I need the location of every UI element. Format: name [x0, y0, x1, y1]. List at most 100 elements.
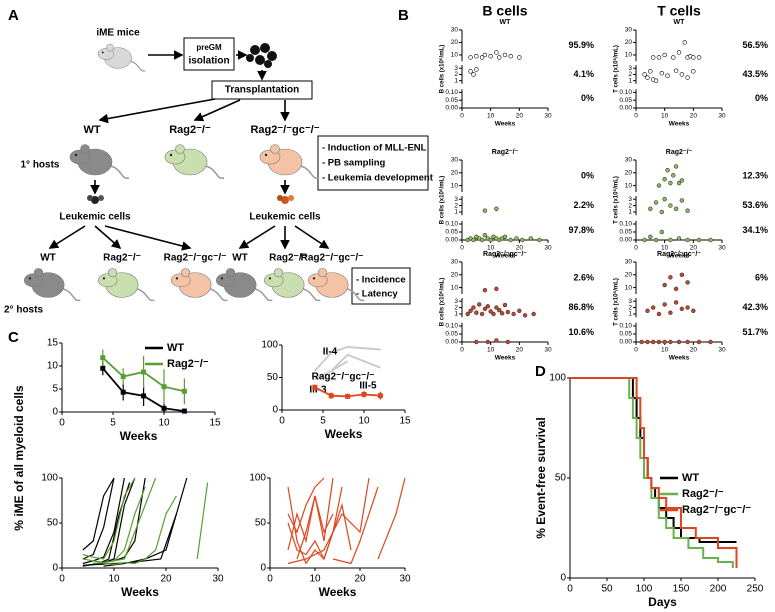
- data-point: [671, 55, 676, 60]
- y-tick-label: 10: [625, 284, 633, 291]
- y-tick-label: 30: [451, 259, 459, 266]
- x-tick-label: 0: [567, 584, 573, 595]
- data-point: [482, 233, 488, 238]
- y-tick-label: 50: [267, 372, 279, 383]
- chart-title: Rag2⁻/⁻: [492, 149, 519, 156]
- host-label: WT: [40, 253, 56, 264]
- data-point: [685, 305, 690, 310]
- data-point: [488, 54, 493, 59]
- data-point: [508, 54, 513, 59]
- panel-label: B: [398, 7, 409, 24]
- data-point: [120, 374, 126, 380]
- data-point: [691, 69, 696, 74]
- data-point: [676, 339, 682, 345]
- y-tick-label: 3: [454, 298, 458, 305]
- data-point: [645, 75, 650, 80]
- data-point: [668, 180, 673, 186]
- readout-label: - Incidence: [356, 275, 406, 286]
- data-point: [645, 308, 650, 313]
- data-point: [361, 391, 367, 397]
- data-point: [499, 311, 505, 316]
- y-tick-label: 3: [454, 65, 458, 72]
- data-point: [522, 313, 528, 318]
- x-tick-label: 20: [516, 347, 524, 354]
- y-tick-label: 0.00: [619, 105, 632, 112]
- x-axis-label: Weeks: [495, 253, 516, 260]
- y-tick-label: 0: [260, 563, 266, 574]
- data-point: [662, 282, 667, 288]
- y-axis-label: T cells (x10⁶/mL): [614, 278, 620, 326]
- legend-label: WT: [167, 342, 184, 354]
- x-tick-label: 0: [279, 416, 285, 427]
- mouse-icon: [164, 144, 225, 179]
- y-tick-label: 0.10: [619, 221, 632, 228]
- data-point: [494, 338, 499, 343]
- host-label: WT: [232, 253, 248, 264]
- data-point: [482, 306, 488, 312]
- y-tick-label: 30: [451, 27, 459, 34]
- transplantation-label: Transplantation: [225, 85, 299, 96]
- mouse-icon: [97, 268, 155, 302]
- data-point: [673, 206, 679, 212]
- data-point: [676, 236, 682, 241]
- data-point: [537, 237, 542, 243]
- data-point: [100, 355, 106, 361]
- y-axis-label: B cells (x10⁶/mL): [440, 45, 446, 93]
- data-point: [497, 307, 502, 313]
- data-point: [519, 237, 525, 243]
- x-tick-label: 30: [399, 574, 411, 585]
- data-point: [708, 339, 713, 345]
- data-point: [668, 275, 673, 280]
- y-tick-label: 50: [555, 473, 567, 484]
- data-point: [648, 69, 653, 74]
- y-tick-label: 10: [451, 182, 459, 189]
- x-tick-label: 0: [460, 245, 464, 252]
- y-axis-label: % Event-free survival: [534, 417, 548, 538]
- series-line: [296, 477, 334, 560]
- percentage-annotation: 10.6%: [568, 327, 594, 337]
- y-tick-label: 2: [628, 202, 632, 209]
- data-point: [100, 365, 106, 371]
- percentage-annotation: 2.2%: [573, 200, 594, 210]
- percentage-annotation: 0%: [755, 93, 768, 103]
- x-tick-label: 20: [516, 245, 524, 252]
- x-tick-label: 5: [320, 416, 326, 427]
- data-point: [345, 393, 351, 399]
- y-tick-label: 10: [451, 52, 459, 59]
- data-point: [477, 302, 482, 307]
- column-header: B cells: [482, 3, 527, 19]
- series-line: [305, 502, 352, 564]
- data-point: [668, 237, 673, 243]
- data-point: [505, 339, 511, 345]
- y-tick-label: 0.10: [619, 323, 632, 330]
- x-axis-label: Weeks: [120, 429, 158, 443]
- data-point: [673, 286, 679, 292]
- x-tick-label: 20: [690, 245, 698, 252]
- data-point: [474, 339, 479, 345]
- percentage-annotation: 6%: [755, 272, 768, 282]
- data-point: [508, 237, 513, 243]
- x-axis-label: Weeks: [495, 355, 516, 362]
- y-tick-label: 0.05: [445, 97, 458, 104]
- data-point: [471, 237, 476, 243]
- percentage-annotation: 0%: [581, 170, 594, 180]
- y-tick-label: 20: [451, 170, 459, 177]
- data-point: [659, 229, 664, 235]
- data-point: [494, 305, 499, 310]
- y-axis-label: B cells (x10⁶/mL): [440, 176, 446, 224]
- y-tick-label: 2: [628, 304, 632, 311]
- mouse-icon: [259, 144, 320, 179]
- y-tick-label: 15: [47, 338, 59, 349]
- y-tick-label: 10: [625, 52, 633, 59]
- y-tick-label: 50: [47, 518, 59, 529]
- chart-title: WT: [500, 19, 512, 26]
- x-tick-label: 10: [358, 416, 370, 427]
- x-axis-label: Days: [648, 595, 677, 609]
- data-point: [181, 388, 187, 394]
- y-tick-label: 0.00: [619, 339, 632, 346]
- y-tick-label: 100: [261, 340, 278, 351]
- y-axis-label: B cells (x10⁶/mL): [440, 278, 446, 326]
- x-axis-label: Weeks: [669, 121, 690, 128]
- data-point: [685, 237, 690, 243]
- data-point: [471, 305, 476, 310]
